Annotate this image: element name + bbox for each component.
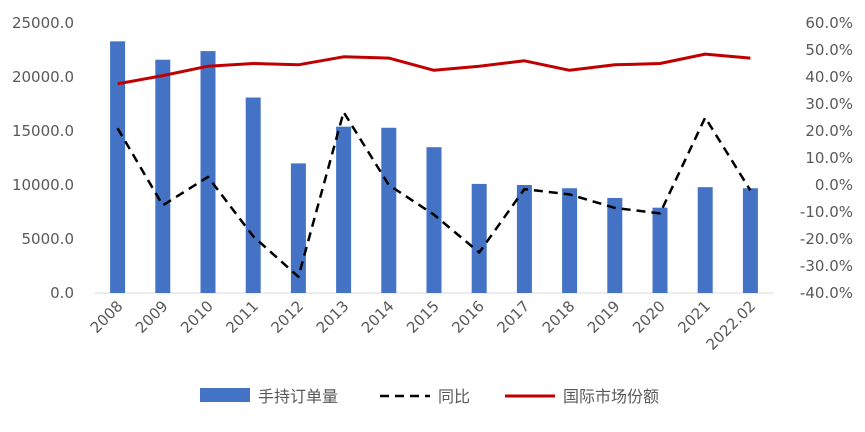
right-tick-label: 60.0% — [805, 14, 853, 32]
left-tick-label: 5000.0 — [22, 230, 75, 248]
x-tick-label: 2022.02 — [703, 297, 760, 354]
bar — [562, 188, 578, 293]
right-tick-label: 0.0% — [815, 176, 853, 194]
x-tick-label: 2009 — [132, 297, 172, 337]
left-tick-label: 25000.0 — [12, 14, 74, 32]
legend-label: 国际市场份额 — [563, 387, 659, 406]
bar — [471, 183, 487, 293]
bar — [652, 207, 668, 293]
left-tick-label: 0.0 — [50, 284, 74, 302]
x-tick-label: 2015 — [403, 297, 443, 337]
bar — [742, 188, 758, 293]
bar — [697, 187, 713, 293]
legend: 手持订单量 同比 国际市场份额 — [200, 387, 659, 406]
x-tick-label: 2019 — [584, 297, 624, 337]
legend-label: 手持订单量 — [258, 387, 338, 406]
market-share-line — [117, 52, 751, 86]
x-tick-label: 2010 — [177, 297, 217, 337]
x-axis-ticks: 2008 2009 2010 2011 2012 2013 2014 2015 2016 2017… — [87, 297, 760, 354]
yoy-line — [116, 110, 752, 279]
bar — [290, 163, 306, 293]
right-tick-label: 30.0% — [805, 95, 853, 113]
left-tick-label: 10000.0 — [12, 176, 74, 194]
x-tick-label: 2018 — [539, 297, 579, 337]
right-tick-label: -30.0% — [800, 257, 853, 275]
right-tick-label: -10.0% — [800, 203, 853, 221]
legend-label: 同比 — [438, 387, 470, 406]
right-tick-label: 40.0% — [805, 68, 853, 86]
x-tick-label: 2017 — [493, 297, 533, 337]
bar-series — [110, 41, 758, 294]
bar — [110, 41, 126, 293]
x-tick-label: 2014 — [358, 297, 398, 337]
x-tick-label: 2008 — [87, 297, 127, 337]
x-tick-label: 2013 — [313, 297, 353, 337]
right-tick-label: 50.0% — [805, 41, 853, 59]
right-tick-label: -40.0% — [800, 284, 853, 302]
line-series — [116, 52, 752, 279]
bar — [245, 97, 261, 294]
legend-swatch-bar — [200, 388, 250, 402]
right-tick-label: 10.0% — [805, 149, 853, 167]
right-tick-label: -20.0% — [800, 230, 853, 248]
left-tick-label: 15000.0 — [12, 122, 74, 140]
bar — [426, 147, 442, 293]
bar — [381, 127, 397, 293]
left-tick-label: 20000.0 — [12, 68, 74, 86]
x-tick-label: 2011 — [222, 297, 262, 337]
right-axis-ticks: -40.0% -30.0% -20.0% -10.0% 0.0% 10.0% 20.0% 30… — [800, 14, 853, 302]
x-tick-label: 2012 — [267, 297, 307, 337]
x-tick-label: 2016 — [448, 297, 488, 337]
x-tick-label: 2020 — [629, 297, 669, 337]
bar — [200, 51, 216, 293]
bar — [607, 197, 623, 293]
left-axis-ticks: 0.0 5000.0 10000.0 15000.0 20000.0 25000.0 — [12, 14, 74, 302]
x-tick-label: 2021 — [674, 297, 714, 337]
right-tick-label: 20.0% — [805, 122, 853, 140]
bar — [336, 126, 352, 294]
bar — [516, 185, 532, 293]
bar — [155, 59, 171, 293]
